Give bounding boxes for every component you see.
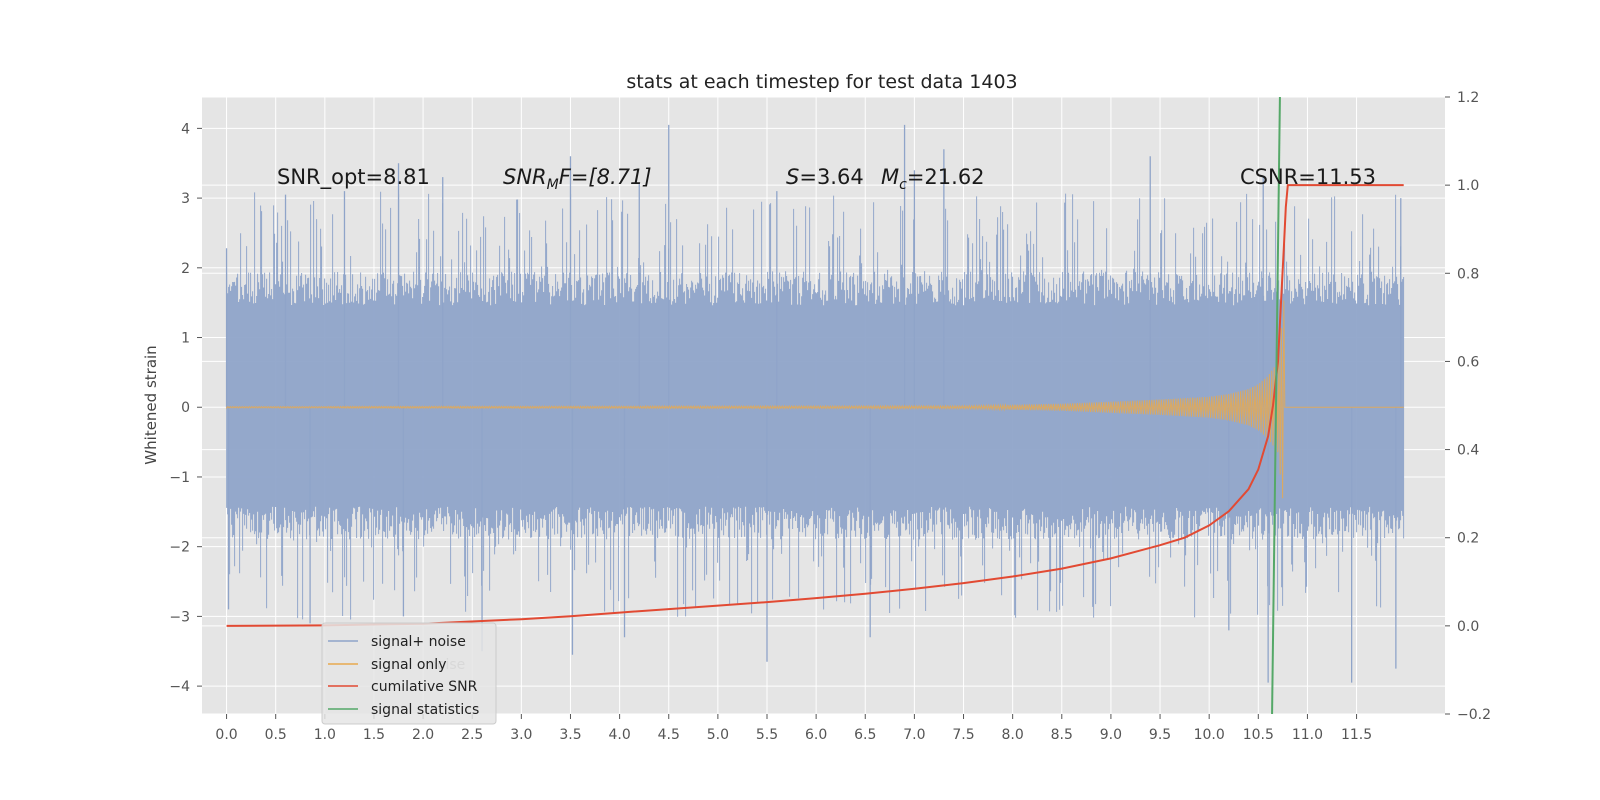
y2-tick-label: 0.8 bbox=[1457, 266, 1479, 282]
chart-title: stats at each timestep for test data 140… bbox=[626, 71, 1017, 93]
x-tick-label: 5.0 bbox=[707, 727, 729, 743]
x-tick-label: 11.5 bbox=[1341, 727, 1372, 743]
x-tick-label: 8.5 bbox=[1051, 727, 1073, 743]
y-axis-ticks: −4 −3 −2 −1 0 1 2 3 4 bbox=[169, 121, 202, 695]
annotation-snr-mf-rest: F=[8.71] bbox=[559, 165, 652, 189]
x-tick-label: 5.5 bbox=[756, 727, 778, 743]
y2-tick-label: 1.0 bbox=[1457, 178, 1479, 194]
annotation-snr-mf-name: SNR bbox=[503, 165, 547, 189]
y-tick-label: −3 bbox=[169, 609, 190, 625]
x-tick-label: 8.0 bbox=[1002, 727, 1024, 743]
y-tick-label: −2 bbox=[169, 540, 190, 556]
annotation-s-value: =3.64 bbox=[799, 165, 863, 189]
legend: noise signal+ noise signal only cumilati… bbox=[321, 622, 497, 725]
x-tick-label: 3.5 bbox=[559, 727, 581, 743]
x-tick-label: 1.5 bbox=[363, 727, 385, 743]
legend-label-signal-only: signal only bbox=[371, 657, 446, 673]
x-tick-label: 2.0 bbox=[412, 727, 434, 743]
x-tick-label: 1.0 bbox=[314, 727, 336, 743]
y2-tick-label: 0.4 bbox=[1457, 443, 1479, 459]
x-tick-label: 9.0 bbox=[1100, 727, 1122, 743]
x-tick-label: 0.0 bbox=[215, 727, 237, 743]
annotation-snr-mf-sub: M bbox=[547, 177, 559, 193]
annotation-s: S=3.64 bbox=[786, 165, 864, 189]
y2-tick-label: −0.2 bbox=[1457, 707, 1491, 723]
x-tick-label: 7.0 bbox=[903, 727, 925, 743]
x-tick-label: 4.0 bbox=[608, 727, 630, 743]
x-axis-ticks: 0.0 0.5 1.0 1.5 2.0 2.5 3.0 3.5 4.0 4.5 5.0 5.5 6.0 6… bbox=[215, 714, 1372, 743]
legend-label-signal-noise: signal+ noise bbox=[371, 634, 466, 650]
y2-tick-label: 0.2 bbox=[1457, 531, 1479, 547]
y-tick-label: 1 bbox=[181, 331, 190, 347]
y-tick-label: 0 bbox=[181, 400, 190, 416]
annotation-snr-mf: SNRMF=[8.71] bbox=[503, 165, 652, 193]
series-signal-only bbox=[226, 300, 1404, 499]
x-tick-label: 4.5 bbox=[658, 727, 680, 743]
y-tick-label: −4 bbox=[169, 679, 190, 695]
legend-box bbox=[321, 622, 497, 725]
y-axis-label: Whitened strain bbox=[142, 345, 160, 464]
signal-only-trace bbox=[226, 300, 1404, 499]
legend-ghost-text: noise bbox=[428, 657, 465, 673]
y-tick-label: 4 bbox=[181, 121, 190, 137]
annotation-s-name: S bbox=[786, 165, 799, 189]
annotation-mc-value: =21.62 bbox=[907, 165, 985, 189]
x-tick-label: 9.5 bbox=[1149, 727, 1171, 743]
annotation-mc: Mc=21.62 bbox=[881, 165, 985, 193]
legend-label-signal-statistics: signal statistics bbox=[371, 702, 479, 718]
x-tick-label: 7.5 bbox=[952, 727, 974, 743]
y-tick-label: −1 bbox=[169, 470, 190, 486]
y2-tick-label: 0.6 bbox=[1457, 354, 1479, 370]
y2-tick-label: 0.0 bbox=[1457, 619, 1479, 635]
x-tick-label: 2.5 bbox=[461, 727, 483, 743]
signal-statistics-line bbox=[1271, 96, 1281, 715]
annotation-mc-sub: c bbox=[899, 177, 907, 193]
x-tick-label: 6.5 bbox=[854, 727, 876, 743]
x-tick-label: 3.0 bbox=[510, 727, 532, 743]
x-tick-label: 10.0 bbox=[1194, 727, 1225, 743]
legend-label-cumilative-snr: cumilative SNR bbox=[371, 679, 478, 695]
x-tick-label: 0.5 bbox=[265, 727, 287, 743]
annotation-snr-opt: SNR_opt=8.81 bbox=[277, 165, 430, 190]
series-signal-statistics bbox=[1271, 96, 1281, 715]
x-tick-label: 10.5 bbox=[1243, 727, 1274, 743]
x-tick-label: 11.0 bbox=[1292, 727, 1323, 743]
cumilative-snr-line bbox=[226, 184, 1404, 627]
x-tick-label: 6.0 bbox=[805, 727, 827, 743]
annotation-mc-name: M bbox=[881, 165, 899, 189]
y-tick-label: 2 bbox=[181, 261, 190, 277]
series-cumilative-snr bbox=[226, 184, 1404, 627]
y2-axis-ticks: −0.2 0.0 0.2 0.4 0.6 0.8 1.0 1.2 bbox=[1445, 90, 1491, 723]
y-tick-label: 3 bbox=[181, 191, 190, 207]
y2-tick-label: 1.2 bbox=[1457, 90, 1479, 106]
annotation-csnr: CSNR=11.53 bbox=[1240, 165, 1376, 189]
